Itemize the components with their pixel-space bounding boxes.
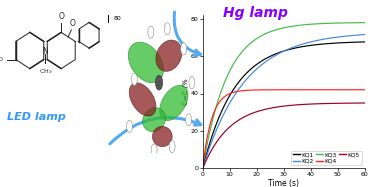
Text: Hg lamp: Hg lamp (223, 6, 288, 20)
X-axis label: Time (s): Time (s) (268, 179, 299, 187)
Text: CH$_3$O: CH$_3$O (0, 55, 3, 64)
Text: N: N (43, 47, 48, 56)
Text: LED lamp: LED lamp (7, 112, 66, 122)
Circle shape (164, 23, 170, 35)
Circle shape (181, 43, 187, 55)
Circle shape (151, 144, 157, 156)
Ellipse shape (153, 126, 172, 147)
Circle shape (189, 77, 195, 89)
Text: CH$_3$: CH$_3$ (39, 67, 52, 76)
Text: O: O (58, 12, 64, 21)
Circle shape (169, 141, 175, 153)
Ellipse shape (129, 83, 156, 116)
Ellipse shape (156, 40, 182, 71)
Text: 80: 80 (113, 16, 121, 21)
Circle shape (148, 26, 154, 38)
Circle shape (126, 120, 132, 132)
Legend: KQ1, KQ2, KQ3, KQ4, KQ5: KQ1, KQ2, KQ3, KQ4, KQ5 (291, 151, 362, 165)
Y-axis label: C=C /%: C=C /% (183, 78, 189, 105)
Ellipse shape (142, 108, 166, 132)
Circle shape (155, 75, 163, 90)
Circle shape (131, 73, 137, 85)
Ellipse shape (128, 42, 164, 83)
Text: O: O (70, 19, 75, 27)
Circle shape (186, 114, 192, 126)
Ellipse shape (160, 85, 188, 120)
